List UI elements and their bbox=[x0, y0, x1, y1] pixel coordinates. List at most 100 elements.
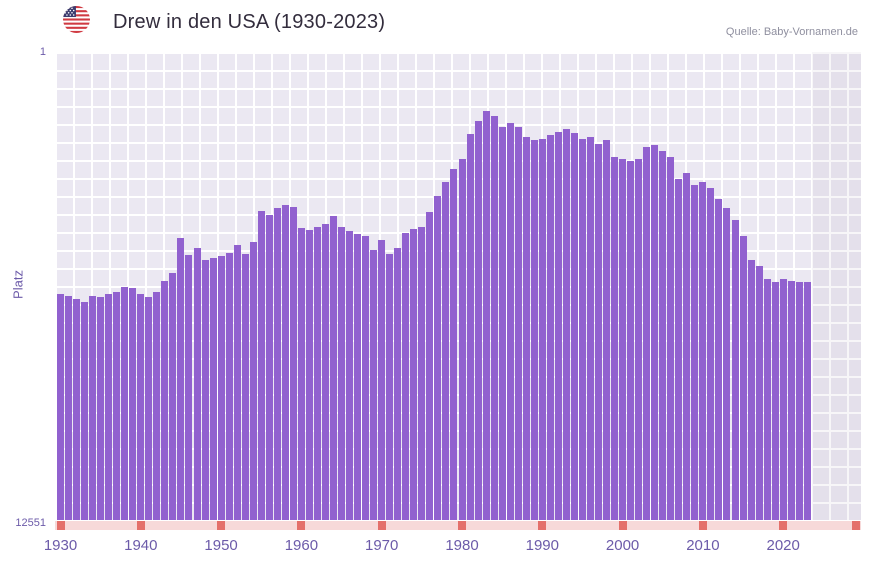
bar-1958[interactable] bbox=[281, 205, 289, 520]
x-tick-2010: 2010 bbox=[686, 537, 720, 554]
bar-1962[interactable] bbox=[313, 227, 321, 520]
bar-2016[interactable] bbox=[747, 259, 755, 520]
bar-1932[interactable] bbox=[73, 299, 81, 520]
bar-1949[interactable] bbox=[209, 257, 217, 520]
bar-1940[interactable] bbox=[137, 294, 145, 520]
bar-2005[interactable] bbox=[659, 150, 667, 520]
bar-1985[interactable] bbox=[498, 127, 506, 520]
bar-2014[interactable] bbox=[731, 220, 739, 520]
future-region-shade bbox=[812, 52, 861, 520]
bar-1934[interactable] bbox=[89, 296, 97, 520]
bar-1976[interactable] bbox=[426, 212, 434, 520]
bar-1986[interactable] bbox=[506, 123, 514, 520]
bar-1948[interactable] bbox=[201, 259, 209, 520]
bar-1993[interactable] bbox=[562, 129, 570, 520]
bar-2003[interactable] bbox=[643, 147, 651, 520]
bar-2013[interactable] bbox=[723, 208, 731, 520]
source-credit: Quelle: Baby-Vornamen.de bbox=[725, 26, 858, 38]
bar-2023[interactable] bbox=[803, 282, 811, 520]
bar-1936[interactable] bbox=[105, 294, 113, 520]
bar-1955[interactable] bbox=[257, 211, 265, 520]
bar-2017[interactable] bbox=[755, 265, 763, 520]
bar-1983[interactable] bbox=[482, 111, 490, 520]
bar-1991[interactable] bbox=[546, 135, 554, 520]
bar-1999[interactable] bbox=[611, 156, 619, 520]
bar-1978[interactable] bbox=[442, 182, 450, 520]
bar-1961[interactable] bbox=[305, 230, 313, 520]
bar-2006[interactable] bbox=[667, 156, 675, 520]
bar-2015[interactable] bbox=[739, 236, 747, 520]
bar-1975[interactable] bbox=[418, 227, 426, 520]
bar-1959[interactable] bbox=[289, 207, 297, 520]
bar-2020[interactable] bbox=[779, 279, 787, 520]
bar-1969[interactable] bbox=[370, 249, 378, 520]
bar-2011[interactable] bbox=[707, 188, 715, 520]
bar-1998[interactable] bbox=[603, 139, 611, 520]
bar-1980[interactable] bbox=[458, 158, 466, 520]
bar-1997[interactable] bbox=[595, 144, 602, 520]
bar-1951[interactable] bbox=[225, 252, 233, 520]
bar-1957[interactable] bbox=[273, 208, 281, 520]
bar-1943[interactable] bbox=[161, 280, 169, 520]
bar-1963[interactable] bbox=[321, 224, 329, 520]
bar-1973[interactable] bbox=[402, 233, 410, 520]
bar-1944[interactable] bbox=[169, 273, 177, 520]
bar-1956[interactable] bbox=[265, 215, 273, 520]
x-tick-marker-2000 bbox=[618, 521, 627, 530]
x-tick-1940: 1940 bbox=[124, 537, 158, 554]
bar-1941[interactable] bbox=[145, 297, 153, 520]
bar-1968[interactable] bbox=[362, 236, 370, 520]
bar-1996[interactable] bbox=[586, 136, 594, 520]
bar-1990[interactable] bbox=[538, 139, 546, 520]
us-flag-icon bbox=[63, 6, 90, 33]
bar-2012[interactable] bbox=[715, 198, 723, 520]
bar-1942[interactable] bbox=[153, 292, 161, 520]
bar-1970[interactable] bbox=[378, 239, 386, 520]
bar-1984[interactable] bbox=[490, 116, 498, 520]
bar-1988[interactable] bbox=[522, 136, 530, 520]
bar-2010[interactable] bbox=[699, 181, 707, 520]
bar-1979[interactable] bbox=[450, 168, 458, 520]
bar-1946[interactable] bbox=[185, 254, 193, 520]
bar-1989[interactable] bbox=[530, 139, 538, 520]
bar-1965[interactable] bbox=[338, 227, 346, 520]
bar-2004[interactable] bbox=[651, 145, 659, 520]
bar-2008[interactable] bbox=[683, 172, 691, 520]
bar-1992[interactable] bbox=[554, 132, 562, 520]
bar-2007[interactable] bbox=[675, 178, 683, 520]
bar-1947[interactable] bbox=[193, 247, 201, 520]
bar-2021[interactable] bbox=[787, 280, 795, 520]
bar-1945[interactable] bbox=[177, 238, 185, 520]
bar-1964[interactable] bbox=[330, 216, 338, 520]
bar-2018[interactable] bbox=[763, 279, 771, 520]
bar-1933[interactable] bbox=[81, 302, 89, 520]
bar-1987[interactable] bbox=[514, 127, 522, 520]
bar-2019[interactable] bbox=[771, 282, 779, 520]
bar-1954[interactable] bbox=[249, 242, 257, 520]
bar-1930[interactable] bbox=[57, 294, 64, 520]
bar-1931[interactable] bbox=[65, 296, 73, 520]
bar-2009[interactable] bbox=[691, 184, 699, 520]
bar-1971[interactable] bbox=[386, 253, 394, 520]
bar-1994[interactable] bbox=[570, 133, 578, 520]
bar-2022[interactable] bbox=[795, 281, 803, 520]
bar-1937[interactable] bbox=[113, 292, 121, 520]
bar-1982[interactable] bbox=[474, 121, 482, 520]
bar-1974[interactable] bbox=[410, 229, 418, 520]
bar-1977[interactable] bbox=[434, 196, 442, 520]
bar-1950[interactable] bbox=[217, 255, 225, 520]
bar-1960[interactable] bbox=[297, 227, 305, 520]
bar-1972[interactable] bbox=[394, 247, 402, 520]
bar-2001[interactable] bbox=[627, 160, 635, 520]
bar-2000[interactable] bbox=[619, 158, 627, 520]
bar-1953[interactable] bbox=[241, 253, 249, 520]
bar-1967[interactable] bbox=[354, 233, 362, 520]
bar-1981[interactable] bbox=[466, 134, 474, 520]
bar-1938[interactable] bbox=[121, 287, 129, 520]
bar-2002[interactable] bbox=[635, 158, 643, 520]
bar-1939[interactable] bbox=[129, 288, 137, 520]
bar-1966[interactable] bbox=[346, 230, 354, 520]
bar-1935[interactable] bbox=[97, 297, 105, 520]
bar-1952[interactable] bbox=[233, 244, 241, 520]
bar-1995[interactable] bbox=[578, 139, 586, 520]
